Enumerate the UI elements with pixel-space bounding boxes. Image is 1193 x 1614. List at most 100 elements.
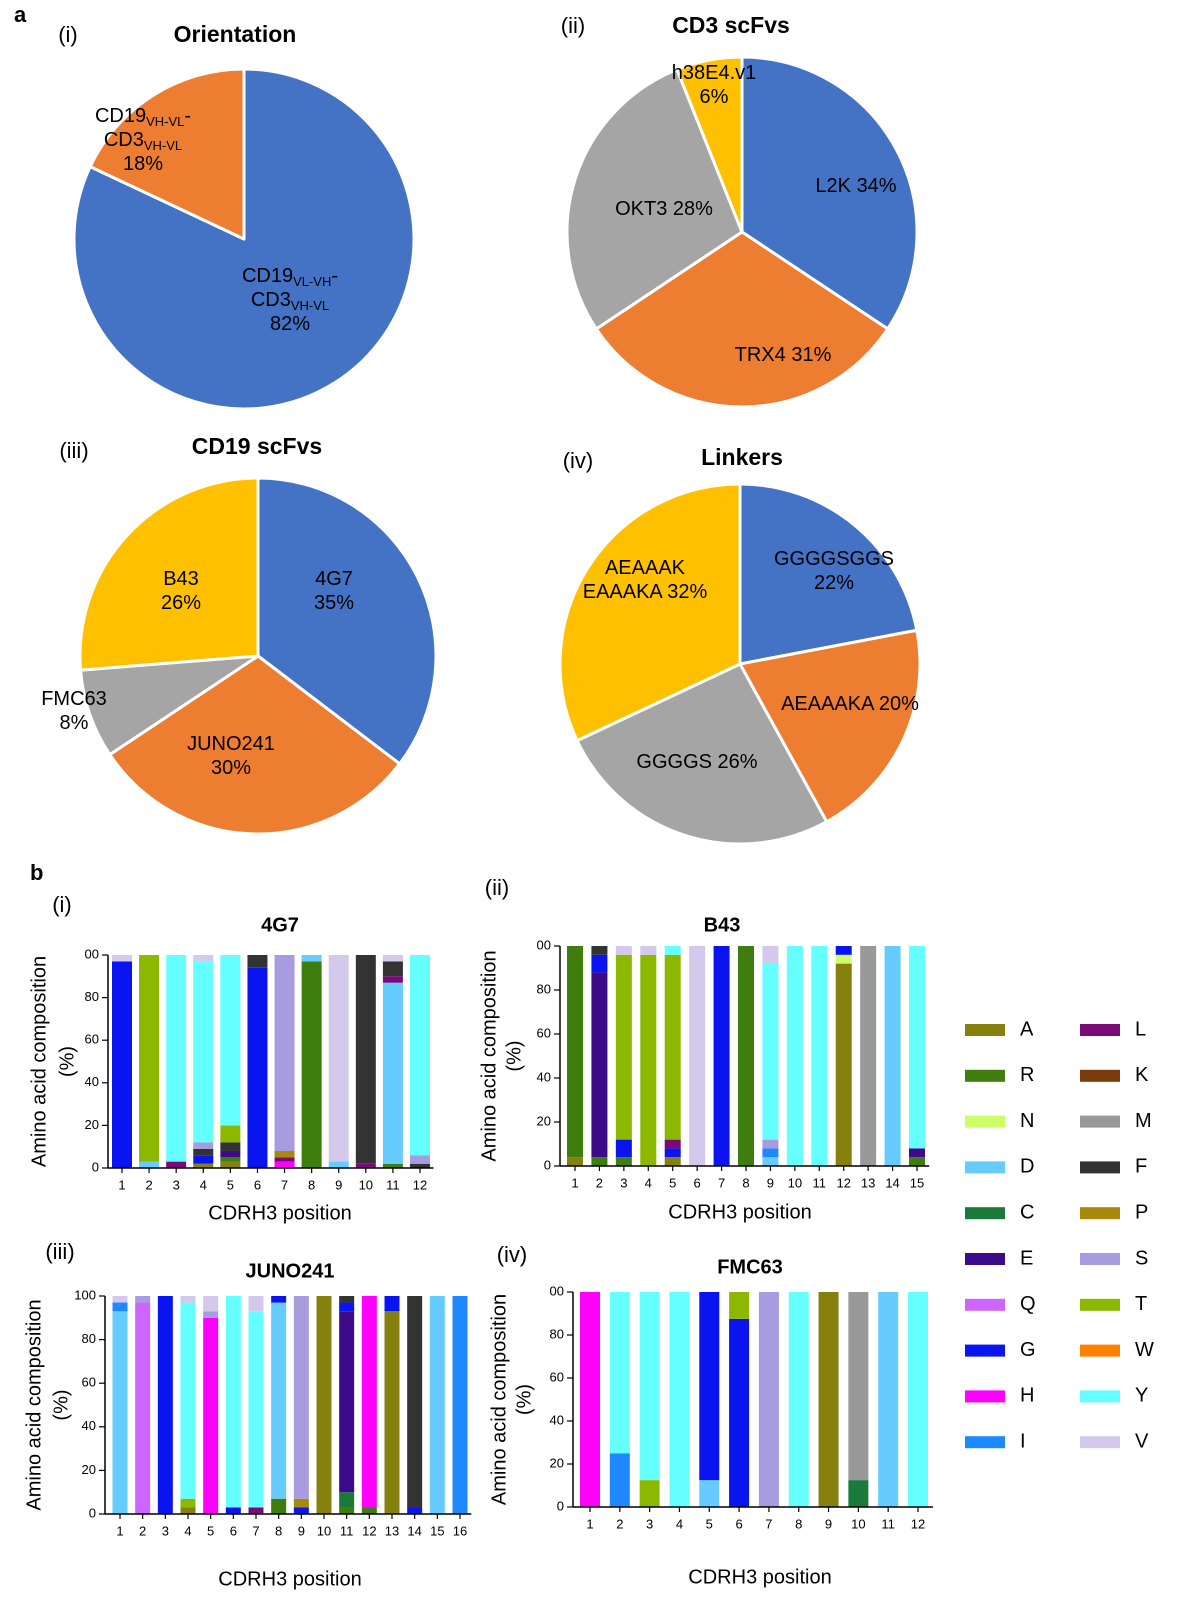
bar-segment — [664, 954, 681, 1140]
legend-swatch — [1080, 1298, 1120, 1311]
slice-value-label: 26% — [717, 751, 758, 773]
bar-segment — [203, 1311, 219, 1318]
pie-slice — [558, 482, 742, 743]
legend-swatch — [1080, 1253, 1120, 1265]
legend-label: G — [1020, 1339, 1036, 1361]
bar-segment — [316, 1296, 332, 1514]
x-tick-label: 13 — [861, 1175, 875, 1190]
pie-slice — [256, 476, 438, 766]
x-tick-label: 11 — [813, 1175, 827, 1190]
bar-segment — [609, 1292, 630, 1454]
x-tick-label: 3 — [620, 1175, 627, 1190]
panel-label: (ii) — [561, 13, 585, 38]
legend-swatch — [1080, 1344, 1120, 1357]
x-tick-label: 6 — [694, 1175, 701, 1190]
chart-title: 4G7 — [261, 914, 299, 936]
x-tick-label: 9 — [825, 1516, 832, 1531]
x-tick-label: 1 — [118, 1177, 125, 1192]
x-tick-label: 9 — [767, 1175, 774, 1190]
y-tick-label: 80 — [537, 981, 551, 996]
x-tick-label: 6 — [230, 1523, 237, 1538]
label-subscript: VH-VL — [290, 298, 330, 313]
bar-segment — [180, 1507, 196, 1514]
legend-label: R — [1020, 1064, 1034, 1086]
slice-label: TRX4 31% — [703, 343, 863, 367]
x-tick-label: 9 — [335, 1177, 342, 1192]
x-tick-label: 5 — [227, 1177, 234, 1192]
bar-segment — [738, 946, 754, 1166]
bar-segment — [112, 1311, 128, 1514]
bar-segment — [908, 1292, 928, 1507]
slice-value-label: 31% — [791, 344, 832, 366]
x-tick-label: 6 — [735, 1516, 742, 1531]
bar-segment — [640, 946, 657, 955]
x-tick-label: 1 — [116, 1523, 123, 1538]
bar-segment — [225, 1507, 241, 1514]
slice-value-label: 22% — [813, 572, 855, 594]
panel-label: (iv) — [497, 1242, 528, 1267]
bar-segment — [410, 955, 430, 1156]
bar-segment — [382, 961, 403, 977]
legend-label: K — [1135, 1064, 1149, 1086]
bar-segment — [355, 1163, 376, 1168]
x-tick-label: 7 — [252, 1523, 259, 1538]
bar-segment — [166, 955, 187, 1162]
bar-segment — [729, 1318, 750, 1507]
bar-segment — [835, 954, 852, 964]
x-tick-label: 5 — [207, 1523, 214, 1538]
slice-label: OKT3 28% — [584, 197, 744, 221]
y-tick-label: 60 — [537, 1025, 551, 1040]
x-tick-label: 11 — [386, 1177, 400, 1192]
legend-swatch — [1080, 1436, 1120, 1449]
slice-label: B43 26% — [151, 567, 211, 615]
bar-segment — [382, 1163, 403, 1168]
x-axis-title: CDRH3 position — [668, 1201, 811, 1223]
bar-segment — [615, 954, 632, 1140]
legend-swatch — [1080, 1024, 1120, 1036]
slice-label: AEAAAKA 20% — [760, 692, 940, 716]
y-tick-label: 60 — [550, 1369, 564, 1384]
bar-segment — [567, 1157, 583, 1166]
y-axis-title: (%) — [56, 1046, 78, 1077]
bar-segment — [301, 955, 322, 962]
x-tick-label: 2 — [139, 1523, 146, 1538]
bar-segment — [407, 1507, 423, 1514]
bar-segment — [567, 946, 583, 1158]
slice-value-label: 8% — [59, 712, 89, 734]
legend-label: I — [1020, 1430, 1026, 1452]
x-tick-label: 10 — [788, 1175, 802, 1190]
slice-value-label: 35% — [313, 592, 355, 614]
x-tick-label: 4 — [184, 1523, 191, 1538]
label-text: CD3 — [250, 289, 291, 311]
slice-label: AEAAAK EAAAKA 32% — [575, 556, 715, 604]
bar-segment — [664, 1139, 681, 1149]
bar-segment — [591, 946, 608, 955]
bar-segment — [328, 955, 349, 1162]
y-tick-label: 100 — [74, 1287, 96, 1302]
x-tick-label: 7 — [718, 1175, 725, 1190]
bar-segment — [193, 1155, 214, 1164]
x-axis-title: CDRH3 position — [208, 1202, 351, 1224]
x-tick-label: 7 — [765, 1516, 772, 1531]
x-tick-label: 10 — [851, 1516, 865, 1531]
bar-segment — [429, 1296, 445, 1514]
bar-segment — [762, 1148, 779, 1158]
label-line: CD19VL-VH- — [180, 264, 400, 288]
x-tick-label: 7 — [281, 1177, 288, 1192]
bar-segment — [203, 1296, 219, 1312]
slice-category: AEAAAKA — [781, 693, 874, 715]
bar-segment — [664, 1148, 681, 1158]
legend-swatch — [1080, 1207, 1120, 1220]
bar-segment — [139, 955, 160, 1162]
slice-label: 4G7 35% — [304, 567, 364, 615]
x-tick-label: 8 — [308, 1177, 315, 1192]
legend-label: S — [1135, 1247, 1148, 1269]
bar-segment — [361, 1296, 377, 1508]
bar-segment — [615, 1139, 632, 1158]
y-axis-title: (%) — [503, 1040, 525, 1071]
x-tick-label: 12 — [413, 1177, 427, 1192]
bar-segment — [639, 1480, 660, 1507]
y-tick-label: 00 — [537, 937, 551, 952]
label-line: CD3VH-VL — [63, 128, 223, 152]
slice-value-label: 6% — [699, 86, 729, 108]
